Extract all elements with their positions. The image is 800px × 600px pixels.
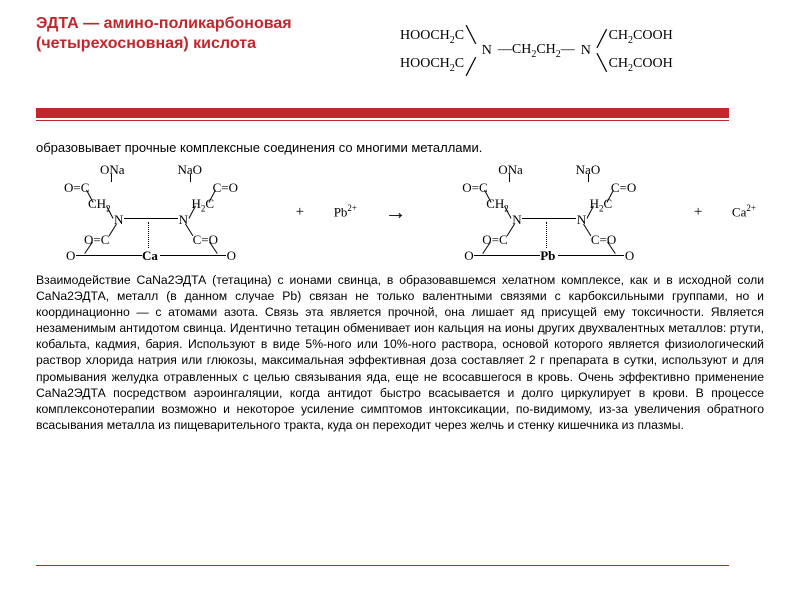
- pb-ion: Pb2+: [334, 203, 357, 220]
- page-title: ЭДТА — амино-поликарбоновая (четырехосно…: [36, 14, 356, 54]
- complex-ca: ONa NaO O=C C=O CH2 H2C N N O=C C=O O O …: [36, 162, 266, 262]
- divider-thin-red-top: [36, 120, 729, 121]
- complex-pb: ONa NaO O=C C=O CH2 H2C N N O=C C=O O O …: [434, 162, 664, 262]
- plus-1: +: [290, 204, 310, 221]
- reaction-arrow: →: [381, 199, 411, 225]
- plus-2: +: [688, 204, 708, 221]
- reaction-scheme: ONa NaO O=C C=O CH2 H2C N N O=C C=O O O …: [36, 162, 756, 262]
- edta-structural-formula: HOOCH2C ╲ N —CH2CH2— N ╲ CH2COOH HOOCH2C…: [400, 28, 760, 74]
- intro-text: образовывает прочные комплексные соедине…: [36, 140, 482, 155]
- ca-ion: Ca2+: [732, 203, 756, 220]
- body-paragraph: Взаимодействие CaNa2ЭДТА (тетацина) с ио…: [36, 272, 764, 433]
- divider-thick-red: [36, 108, 729, 118]
- divider-thin-red-bottom: [36, 565, 729, 566]
